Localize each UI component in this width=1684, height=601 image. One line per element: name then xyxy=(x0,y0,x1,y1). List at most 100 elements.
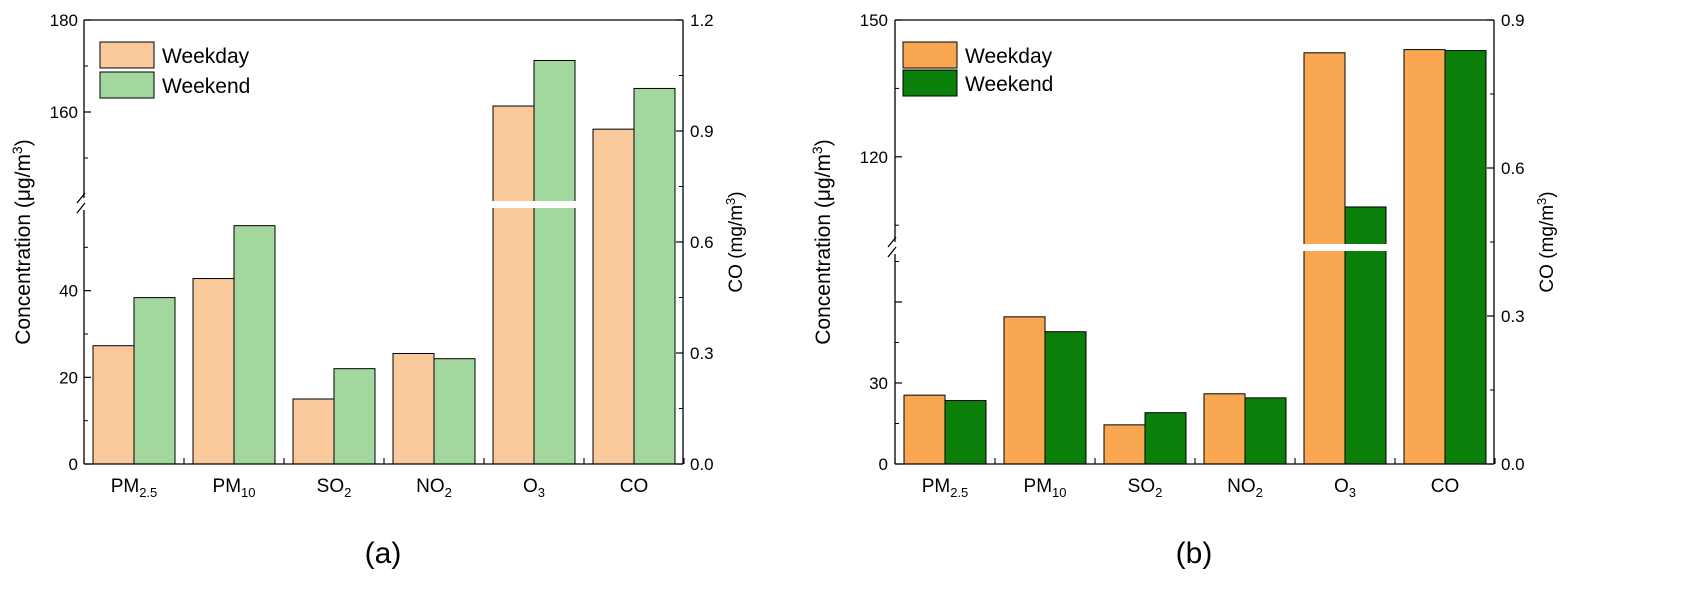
axis-break-mark-2 xyxy=(887,246,897,258)
x-tick-label-base: PM xyxy=(922,476,951,497)
x-tick-label: O3 xyxy=(1334,476,1356,500)
right-axis-title: CO (mg/m3) xyxy=(723,191,747,292)
right-tick-label: 0.0 xyxy=(1501,455,1525,474)
left-tick-label: 0 xyxy=(879,455,888,474)
right-tick-label: 0.6 xyxy=(1501,159,1525,178)
right-tick-label: 0.9 xyxy=(1501,11,1525,30)
left-axis-title-text: Concentration (μg/m xyxy=(12,154,35,345)
bar-weekday-3 xyxy=(292,398,335,465)
x-tick-label-base: O xyxy=(523,476,538,497)
right-tick-label: 0.3 xyxy=(1501,307,1525,326)
legend-label-weekend: Weekend xyxy=(162,75,250,98)
x-tick-label: PM10 xyxy=(1024,476,1067,500)
left-tick-label: 0 xyxy=(69,455,78,474)
left-axis-title-text: Concentration (μg/m xyxy=(812,154,835,345)
bar-weekday-4 xyxy=(392,353,435,465)
x-tick-label-subscript: 2 xyxy=(1256,485,1263,500)
legend-label-weekday: Weekday xyxy=(965,45,1053,68)
right-axis-title: CO (mg/m3) xyxy=(1534,191,1558,292)
right-axis-title-superscript: 3 xyxy=(1534,198,1549,205)
x-tick-label-base: SO xyxy=(1128,476,1155,497)
right-tick-label: 0.9 xyxy=(690,122,714,141)
bar-weekday-3 xyxy=(1103,424,1146,465)
x-tick-label-base: PM xyxy=(1024,476,1053,497)
legend-label-weekend: Weekend xyxy=(965,73,1053,96)
x-tick-label-subscript: 3 xyxy=(1349,485,1356,500)
left-tick-label: 150 xyxy=(860,11,888,30)
right-tick-label: 0.3 xyxy=(690,344,714,363)
bar-weekday-1 xyxy=(92,345,135,465)
right-axis-title-superscript: 3 xyxy=(723,198,738,205)
bar-weekend-3 xyxy=(1144,412,1187,465)
bar-weekend-6 xyxy=(1444,50,1487,465)
bar-weekday-5 xyxy=(492,105,535,465)
bar-weekend-4 xyxy=(433,358,476,465)
left-tick-label: 180 xyxy=(50,11,78,30)
right-axis-title-close: ) xyxy=(726,191,747,197)
panel-label: (a) xyxy=(365,537,402,570)
bar-weekend-1 xyxy=(944,400,987,465)
axis-break-mark-1 xyxy=(76,192,86,204)
x-tick-label: PM2.5 xyxy=(111,476,158,500)
left-tick-label: 30 xyxy=(869,374,888,393)
panel-label: (b) xyxy=(1176,537,1213,570)
x-tick-label-subscript: 2 xyxy=(344,485,351,500)
x-tick-label-base: O xyxy=(1334,476,1349,497)
x-tick-label-base: NO xyxy=(1227,476,1256,497)
left-tick-label: 120 xyxy=(860,148,888,167)
bar-weekend-2 xyxy=(1044,331,1087,465)
x-tick-label: CO xyxy=(1431,476,1460,497)
left-axis-title-superscript: 3 xyxy=(809,146,825,154)
legend-swatch-weekday xyxy=(99,41,155,69)
bar-weekend-6 xyxy=(633,87,676,465)
bar-weekend-5 xyxy=(533,59,576,465)
x-tick-label: NO2 xyxy=(1227,476,1263,500)
x-tick-label-base: PM xyxy=(213,476,242,497)
x-tick-label: SO2 xyxy=(1128,476,1163,500)
x-tick-label: SO2 xyxy=(317,476,352,500)
bar-weekend-4 xyxy=(1244,397,1287,465)
bar-weekday-6 xyxy=(592,128,635,465)
legend-swatch-weekend xyxy=(902,69,958,97)
x-tick-label-subscript: 2 xyxy=(445,485,452,500)
x-tick-label-base: CO xyxy=(620,476,649,497)
x-tick-label: NO2 xyxy=(416,476,452,500)
legend-swatch-weekday xyxy=(902,41,958,69)
axis-break-mark-2 xyxy=(76,202,86,214)
bar-weekday-6 xyxy=(1403,49,1446,465)
bar-weekend-2 xyxy=(233,225,276,465)
left-axis-title-superscript: 3 xyxy=(9,146,25,154)
left-tick-label: 160 xyxy=(50,103,78,122)
x-tick-label-subscript: 2.5 xyxy=(139,485,157,500)
bar-weekend-3 xyxy=(333,368,376,465)
right-axis-title-text: CO (mg/m xyxy=(1537,205,1558,293)
bar-weekday-1 xyxy=(903,394,946,465)
left-axis-title: Concentration (μg/m3) xyxy=(809,139,835,344)
x-tick-label-base: NO xyxy=(416,476,445,497)
x-tick-label-base: CO xyxy=(1431,476,1460,497)
axis-break-gap-bars xyxy=(492,201,576,208)
x-tick-label: CO xyxy=(620,476,649,497)
x-tick-label-subscript: 10 xyxy=(1052,485,1066,500)
x-tick-label-base: SO xyxy=(317,476,344,497)
bar-weekday-4 xyxy=(1203,393,1246,465)
right-axis-title-text: CO (mg/m xyxy=(726,205,747,293)
right-tick-label: 1.2 xyxy=(690,11,714,30)
bar-weekend-1 xyxy=(133,297,176,465)
left-tick-label: 20 xyxy=(59,368,78,387)
x-tick-label-subscript: 3 xyxy=(538,485,545,500)
axis-break-gap-bars xyxy=(1303,244,1387,251)
right-axis-title-close: ) xyxy=(1537,191,1558,197)
x-tick-label: PM10 xyxy=(213,476,256,500)
x-tick-label: PM2.5 xyxy=(922,476,969,500)
bar-weekday-2 xyxy=(192,278,235,465)
x-tick-label: O3 xyxy=(523,476,545,500)
right-tick-label: 0.6 xyxy=(690,233,714,252)
bar-weekday-2 xyxy=(1003,316,1046,465)
right-tick-label: 0.0 xyxy=(690,455,714,474)
axis-break-mark-1 xyxy=(887,236,897,248)
x-tick-label-subscript: 2 xyxy=(1155,485,1162,500)
